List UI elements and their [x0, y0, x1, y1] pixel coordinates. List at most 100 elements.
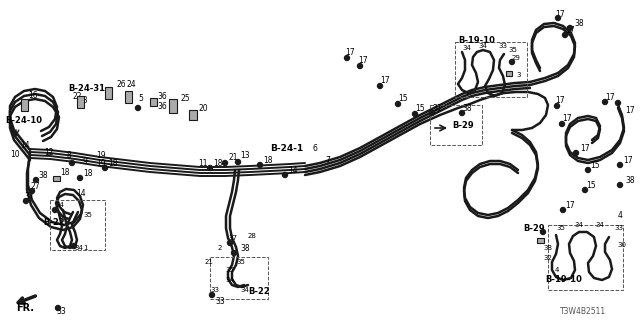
Circle shape	[33, 178, 38, 182]
Text: 25: 25	[180, 93, 189, 102]
Circle shape	[282, 172, 287, 178]
Text: 1: 1	[83, 245, 88, 251]
Bar	[455, 42, 527, 97]
Text: 9: 9	[82, 156, 87, 165]
Text: 20: 20	[198, 103, 207, 113]
Text: 38: 38	[240, 244, 250, 252]
Text: FR.: FR.	[16, 303, 34, 313]
Text: 28: 28	[248, 233, 257, 239]
Text: 4: 4	[555, 267, 559, 273]
Text: B-24-31: B-24-31	[68, 84, 105, 92]
Text: 15: 15	[586, 180, 596, 189]
Text: 38: 38	[574, 19, 584, 28]
Circle shape	[568, 26, 573, 30]
Bar	[548, 225, 623, 290]
Text: 2: 2	[218, 245, 222, 251]
Circle shape	[136, 106, 141, 110]
Text: 38: 38	[38, 171, 47, 180]
Text: 13: 13	[240, 150, 250, 159]
Text: 17: 17	[565, 201, 575, 210]
Circle shape	[563, 33, 568, 37]
Text: 21: 21	[228, 153, 237, 162]
Text: 27: 27	[30, 181, 40, 190]
Circle shape	[618, 182, 623, 188]
Circle shape	[618, 163, 623, 167]
Text: B-29: B-29	[452, 121, 474, 130]
Circle shape	[52, 207, 58, 212]
Text: 35: 35	[225, 267, 234, 273]
Circle shape	[602, 100, 607, 105]
Text: 38: 38	[625, 175, 635, 185]
Text: 17: 17	[623, 156, 632, 164]
Text: 34: 34	[462, 45, 471, 51]
Text: B-24-1: B-24-1	[270, 143, 303, 153]
Text: B-29: B-29	[524, 223, 545, 233]
Text: 11: 11	[198, 158, 207, 167]
Text: 24: 24	[126, 79, 136, 89]
Bar	[536, 237, 543, 243]
Text: 29: 29	[512, 55, 521, 61]
Circle shape	[24, 198, 29, 204]
Bar	[169, 99, 177, 113]
Circle shape	[582, 188, 588, 193]
Text: 4: 4	[618, 211, 623, 220]
Text: 35: 35	[83, 212, 92, 218]
Text: 35: 35	[508, 47, 517, 53]
Circle shape	[344, 55, 349, 60]
Text: 34: 34	[478, 43, 487, 49]
Circle shape	[509, 60, 515, 65]
Text: 26: 26	[116, 79, 125, 89]
Text: 33: 33	[215, 298, 225, 307]
Text: 18: 18	[213, 158, 223, 167]
Text: 15: 15	[590, 161, 600, 170]
Text: 36: 36	[157, 92, 167, 100]
Bar	[189, 110, 197, 120]
Circle shape	[556, 15, 561, 20]
Bar	[52, 175, 60, 180]
Circle shape	[358, 63, 362, 68]
Text: 33: 33	[210, 287, 219, 293]
Text: 37: 37	[228, 235, 237, 241]
Text: 33: 33	[56, 308, 66, 316]
Circle shape	[396, 101, 401, 107]
Circle shape	[257, 163, 262, 167]
Text: 18: 18	[60, 167, 70, 177]
Bar	[210, 257, 268, 299]
Bar	[50, 200, 105, 250]
Text: B-19-10: B-19-10	[458, 36, 495, 44]
Circle shape	[573, 150, 579, 156]
Text: 17: 17	[345, 47, 355, 57]
Text: 19: 19	[96, 150, 106, 159]
Bar	[506, 70, 512, 76]
Circle shape	[413, 111, 417, 116]
Text: 34: 34	[55, 202, 64, 208]
Text: 22: 22	[72, 92, 81, 100]
Text: 17: 17	[358, 55, 367, 65]
Text: 21: 21	[205, 259, 214, 265]
Circle shape	[70, 161, 74, 165]
Text: 35: 35	[236, 259, 245, 265]
Bar	[77, 96, 83, 108]
Text: 17: 17	[380, 76, 390, 84]
Circle shape	[227, 241, 232, 245]
Circle shape	[554, 103, 559, 108]
Text: 23: 23	[78, 95, 88, 105]
Text: T3W4B2511: T3W4B2511	[560, 308, 606, 316]
Text: 38: 38	[543, 245, 552, 251]
Circle shape	[232, 251, 237, 255]
Circle shape	[102, 165, 108, 171]
Bar	[430, 105, 482, 145]
Circle shape	[541, 229, 545, 235]
Circle shape	[236, 159, 241, 164]
Text: B-19-10: B-19-10	[545, 276, 582, 284]
Text: 10: 10	[10, 149, 20, 158]
Text: 36: 36	[157, 101, 167, 110]
Circle shape	[378, 84, 383, 89]
Text: 17: 17	[562, 114, 572, 123]
Text: 19: 19	[96, 158, 106, 167]
Circle shape	[56, 306, 61, 310]
Text: 17: 17	[580, 143, 589, 153]
Text: 7: 7	[325, 156, 330, 164]
Text: 34: 34	[574, 222, 583, 228]
Circle shape	[77, 175, 83, 180]
